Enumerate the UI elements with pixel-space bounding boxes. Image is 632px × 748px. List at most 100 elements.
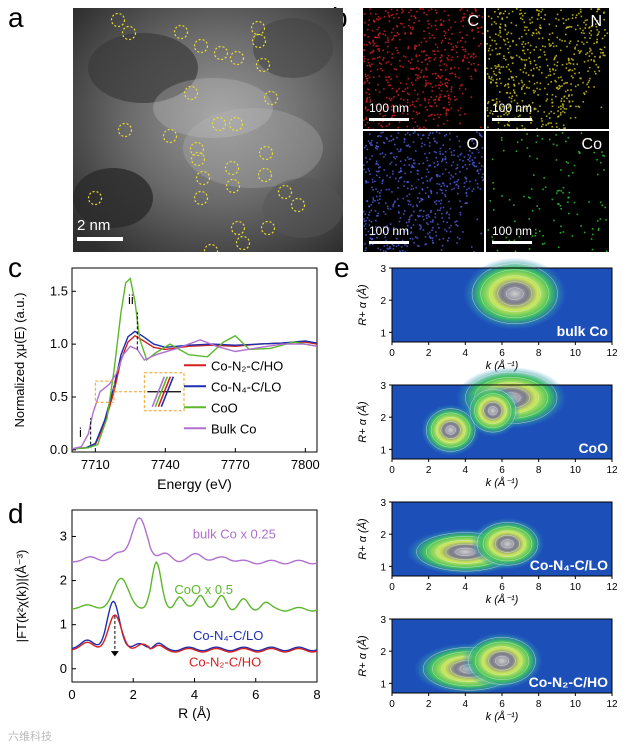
- atom-marker: [211, 116, 227, 132]
- series-label: CoO x 0.5: [174, 582, 233, 597]
- y-tick-label: 1: [380, 562, 386, 573]
- atom-marker: [251, 33, 267, 49]
- atom-marker: [228, 116, 244, 132]
- y-tick-label: 2: [380, 647, 386, 658]
- x-tick-label: 0: [389, 699, 395, 710]
- legend-label: Co-N₂-C/HO: [211, 358, 283, 373]
- x-tick-label: 0: [389, 582, 395, 593]
- x-axis-label: k (Å⁻¹): [486, 593, 519, 606]
- atom-marker: [213, 45, 229, 61]
- series-line-bulk-co: [71, 339, 318, 450]
- x-tick-label: 10: [570, 348, 582, 359]
- x-tick-label: 6: [499, 582, 505, 593]
- y-tick-label: 1: [380, 679, 386, 690]
- map-label: bulk Co: [557, 323, 608, 339]
- x-tick-label: 10: [570, 465, 582, 476]
- y-tick-label: 0: [60, 661, 67, 676]
- x-tick-label: 6: [252, 687, 259, 702]
- x-tick-label: 8: [536, 465, 542, 476]
- series-line-coo: [71, 560, 318, 612]
- map-label: Co-N₂-C/HO: [529, 674, 608, 690]
- atom-marker: [230, 220, 246, 236]
- atom-marker: [225, 178, 241, 194]
- atom-marker: [183, 85, 199, 101]
- series-line-co-n4-c-lo: [71, 330, 318, 450]
- atom-marker: [257, 167, 273, 183]
- plot-frame: [71, 267, 318, 453]
- atom-marker: [162, 128, 178, 144]
- eds-map-co: Co 100 nm: [486, 131, 608, 252]
- y-tick-label: 0.0: [50, 442, 68, 457]
- eds-maps: C 100 nm N 100 nm O 100 nm Co 100 nm: [363, 8, 609, 252]
- element-label: Co: [582, 136, 603, 153]
- y-tick-label: 2: [380, 413, 386, 424]
- x-tick-label: 4: [463, 699, 469, 710]
- arrow-icon: [110, 651, 119, 657]
- y-tick-label: 0.5: [50, 389, 68, 404]
- eds-map-o: O 100 nm: [363, 131, 486, 252]
- atom-marker: [255, 57, 271, 73]
- map-label: CoO: [578, 440, 608, 456]
- y-tick-label: 1.5: [50, 283, 68, 298]
- panel-letter-d: d: [8, 498, 24, 529]
- x-tick-label: 7710: [81, 457, 110, 472]
- scale-bar: [77, 237, 123, 241]
- atom-marker: [117, 122, 133, 138]
- y-tick-label: 2: [380, 530, 386, 541]
- x-tick-label: 12: [606, 348, 618, 359]
- x-tick-label: 2: [130, 687, 137, 702]
- atom-marker: [190, 151, 206, 167]
- scale-label: 100 nm: [369, 224, 409, 238]
- element-label: N: [590, 13, 602, 30]
- x-tick-label: 7800: [291, 457, 320, 472]
- y-tick-label: 3: [60, 528, 67, 543]
- y-tick-label: 2: [380, 296, 386, 307]
- atom-marker: [110, 12, 126, 28]
- y-axis-label: R+ α (Å): [356, 518, 369, 560]
- x-tick-label: 6: [499, 348, 505, 359]
- x-tick-label: 2: [426, 465, 432, 476]
- x-tick-label: 6: [499, 465, 505, 476]
- atom-marker: [260, 220, 276, 236]
- atom-marker: [258, 145, 274, 161]
- atom-marker: [193, 38, 209, 54]
- y-tick-label: 2: [60, 573, 67, 588]
- panel-letter-a: a: [8, 2, 24, 33]
- atom-marker: [203, 243, 219, 252]
- series-label: Co-N₄-C/LO: [193, 628, 263, 643]
- element-label: C: [467, 13, 479, 30]
- y-tick-label: 3: [380, 264, 386, 275]
- x-tick-label: 0: [389, 465, 395, 476]
- eds-map-n: N 100 nm: [486, 8, 609, 131]
- x-tick-label: 8: [536, 582, 542, 593]
- y-axis-label: R+ α (Å): [356, 635, 369, 677]
- atom-marker: [87, 190, 103, 206]
- panel-letter-e: e: [334, 252, 350, 283]
- legend-label: CoO: [211, 400, 238, 415]
- x-tick-label: 4: [191, 687, 198, 702]
- y-axis-label: |FT(k²χ(k))|(Å⁻³): [14, 550, 29, 643]
- legend-label: Co-N₄-C/LO: [211, 379, 281, 394]
- x-axis-label: k (Å⁻¹): [486, 476, 519, 489]
- y-tick-label: 1.0: [50, 336, 68, 351]
- panel-letter-c: c: [8, 252, 22, 283]
- atom-marker: [229, 50, 245, 66]
- x-tick-label: 12: [606, 465, 618, 476]
- scale-label: 100 nm: [492, 101, 532, 115]
- x-tick-label: 2: [426, 348, 432, 359]
- x-tick-label: 0: [389, 348, 395, 359]
- scale-label: 100 nm: [492, 224, 532, 238]
- series-line-coo: [71, 277, 318, 450]
- series-line-bulk-co: [72, 517, 318, 565]
- y-tick-label: 1: [60, 617, 67, 632]
- atom-marker: [224, 160, 240, 176]
- atom-marker: [277, 184, 293, 200]
- xanes-chart: 7710 7740 7770 7800 0.0 0.5 1.0 1.5 Energy (eV) N…: [12, 267, 320, 492]
- watermark: 六维科技: [8, 731, 52, 743]
- x-axis-label: Energy (eV): [157, 476, 232, 492]
- x-tick-label: 8: [536, 699, 542, 710]
- series-label: Co-N₂-C/HO: [189, 655, 261, 670]
